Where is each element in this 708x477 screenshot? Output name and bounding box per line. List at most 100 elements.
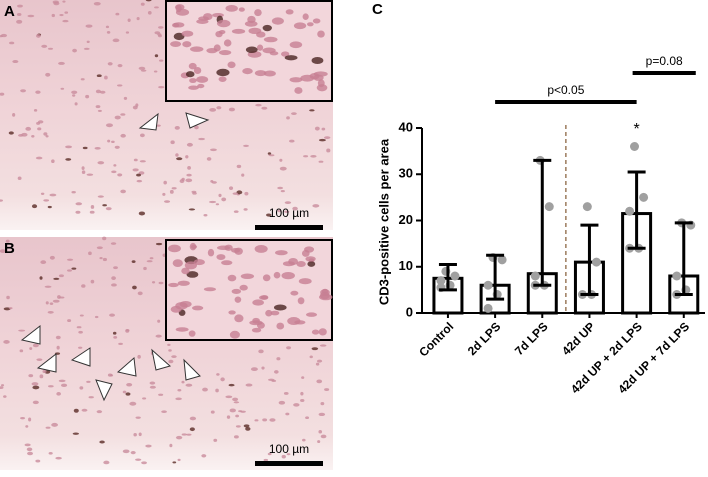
nucleus <box>292 206 298 211</box>
nucleus <box>78 346 83 349</box>
nucleus <box>326 148 331 153</box>
nucleus <box>149 381 156 385</box>
nucleus <box>95 105 101 109</box>
nucleus <box>99 257 103 260</box>
nucleus <box>16 13 22 17</box>
nucleus <box>186 173 192 177</box>
nucleus <box>19 349 24 353</box>
nucleus <box>186 142 193 147</box>
nucleus <box>239 284 248 291</box>
nucleus <box>244 191 249 196</box>
nucleus <box>25 425 29 428</box>
nucleus <box>140 69 147 72</box>
nucleus <box>189 416 197 421</box>
nucleus <box>221 260 233 266</box>
nucleus <box>75 202 83 206</box>
nucleus <box>245 383 253 387</box>
nucleus <box>113 266 118 270</box>
nucleus <box>234 435 239 439</box>
nucleus <box>254 244 268 253</box>
y-axis-label: CD3-positive cells per area <box>376 138 391 305</box>
nucleus <box>64 11 69 14</box>
nucleus <box>99 90 106 94</box>
nucleus <box>303 155 309 158</box>
nucleus <box>197 83 205 89</box>
nucleus <box>175 397 182 401</box>
nucleus <box>154 31 161 35</box>
data-point <box>672 271 682 281</box>
nucleus <box>269 51 279 56</box>
nucleus <box>67 269 72 272</box>
nucleus <box>44 285 52 288</box>
nucleus <box>173 32 185 41</box>
nucleus <box>138 171 145 175</box>
nucleus <box>28 374 34 378</box>
nucleus <box>177 280 190 286</box>
data-point <box>544 202 554 212</box>
nucleus <box>216 19 231 28</box>
nucleus <box>302 13 309 21</box>
nucleus <box>115 12 120 16</box>
nucleus <box>300 399 305 403</box>
nucleus <box>43 132 48 136</box>
nucleus <box>133 158 138 162</box>
nucleus <box>216 68 230 77</box>
y-tick-label: 40 <box>399 119 413 134</box>
nucleus <box>81 166 85 170</box>
nucleus <box>209 108 217 112</box>
nucleus <box>182 41 192 48</box>
nucleus <box>58 274 64 278</box>
nucleus <box>175 4 182 13</box>
nucleus <box>320 402 325 406</box>
nucleus <box>271 17 284 25</box>
nucleus <box>125 392 131 396</box>
nucleus <box>97 195 104 198</box>
data-point <box>582 202 592 212</box>
nucleus <box>286 116 290 120</box>
nucleus <box>293 403 300 407</box>
nucleus <box>114 145 120 149</box>
nucleus <box>60 87 65 90</box>
nucleus <box>284 201 292 205</box>
nucleus <box>291 112 297 116</box>
nucleus <box>31 382 39 386</box>
nucleus <box>62 19 69 23</box>
nucleus <box>228 107 235 112</box>
nucleus <box>311 347 319 351</box>
annotation: * <box>633 121 639 138</box>
data-point <box>625 206 635 216</box>
nucleus <box>90 205 95 209</box>
nucleus <box>96 246 103 250</box>
nucleus <box>189 78 197 84</box>
nucleus <box>294 87 303 94</box>
nucleus <box>141 461 147 465</box>
nucleus <box>263 458 269 462</box>
nucleus <box>258 349 264 354</box>
nucleus <box>324 136 331 140</box>
nucleus <box>163 180 167 185</box>
nucleus <box>289 77 303 83</box>
nucleus <box>236 164 242 169</box>
nucleus <box>67 319 72 322</box>
nucleus <box>317 79 325 88</box>
nucleus <box>17 176 22 181</box>
nucleus <box>234 247 243 255</box>
nucleus <box>181 433 187 436</box>
nucleus <box>136 173 141 177</box>
nucleus <box>229 186 234 191</box>
nucleus <box>135 458 142 461</box>
nucleus <box>129 401 137 406</box>
nucleus <box>259 295 268 300</box>
nucleus <box>265 309 273 317</box>
nucleus <box>168 359 174 364</box>
nucleus <box>220 377 225 382</box>
nucleus <box>162 192 166 196</box>
nucleus <box>267 452 272 456</box>
nucleus <box>45 301 49 305</box>
panel-label: C <box>372 1 383 18</box>
nucleus <box>228 383 235 387</box>
nucleus <box>26 447 33 452</box>
y-tick-label: 0 <box>406 304 413 319</box>
nucleus <box>102 257 107 262</box>
nucleus <box>79 314 84 317</box>
